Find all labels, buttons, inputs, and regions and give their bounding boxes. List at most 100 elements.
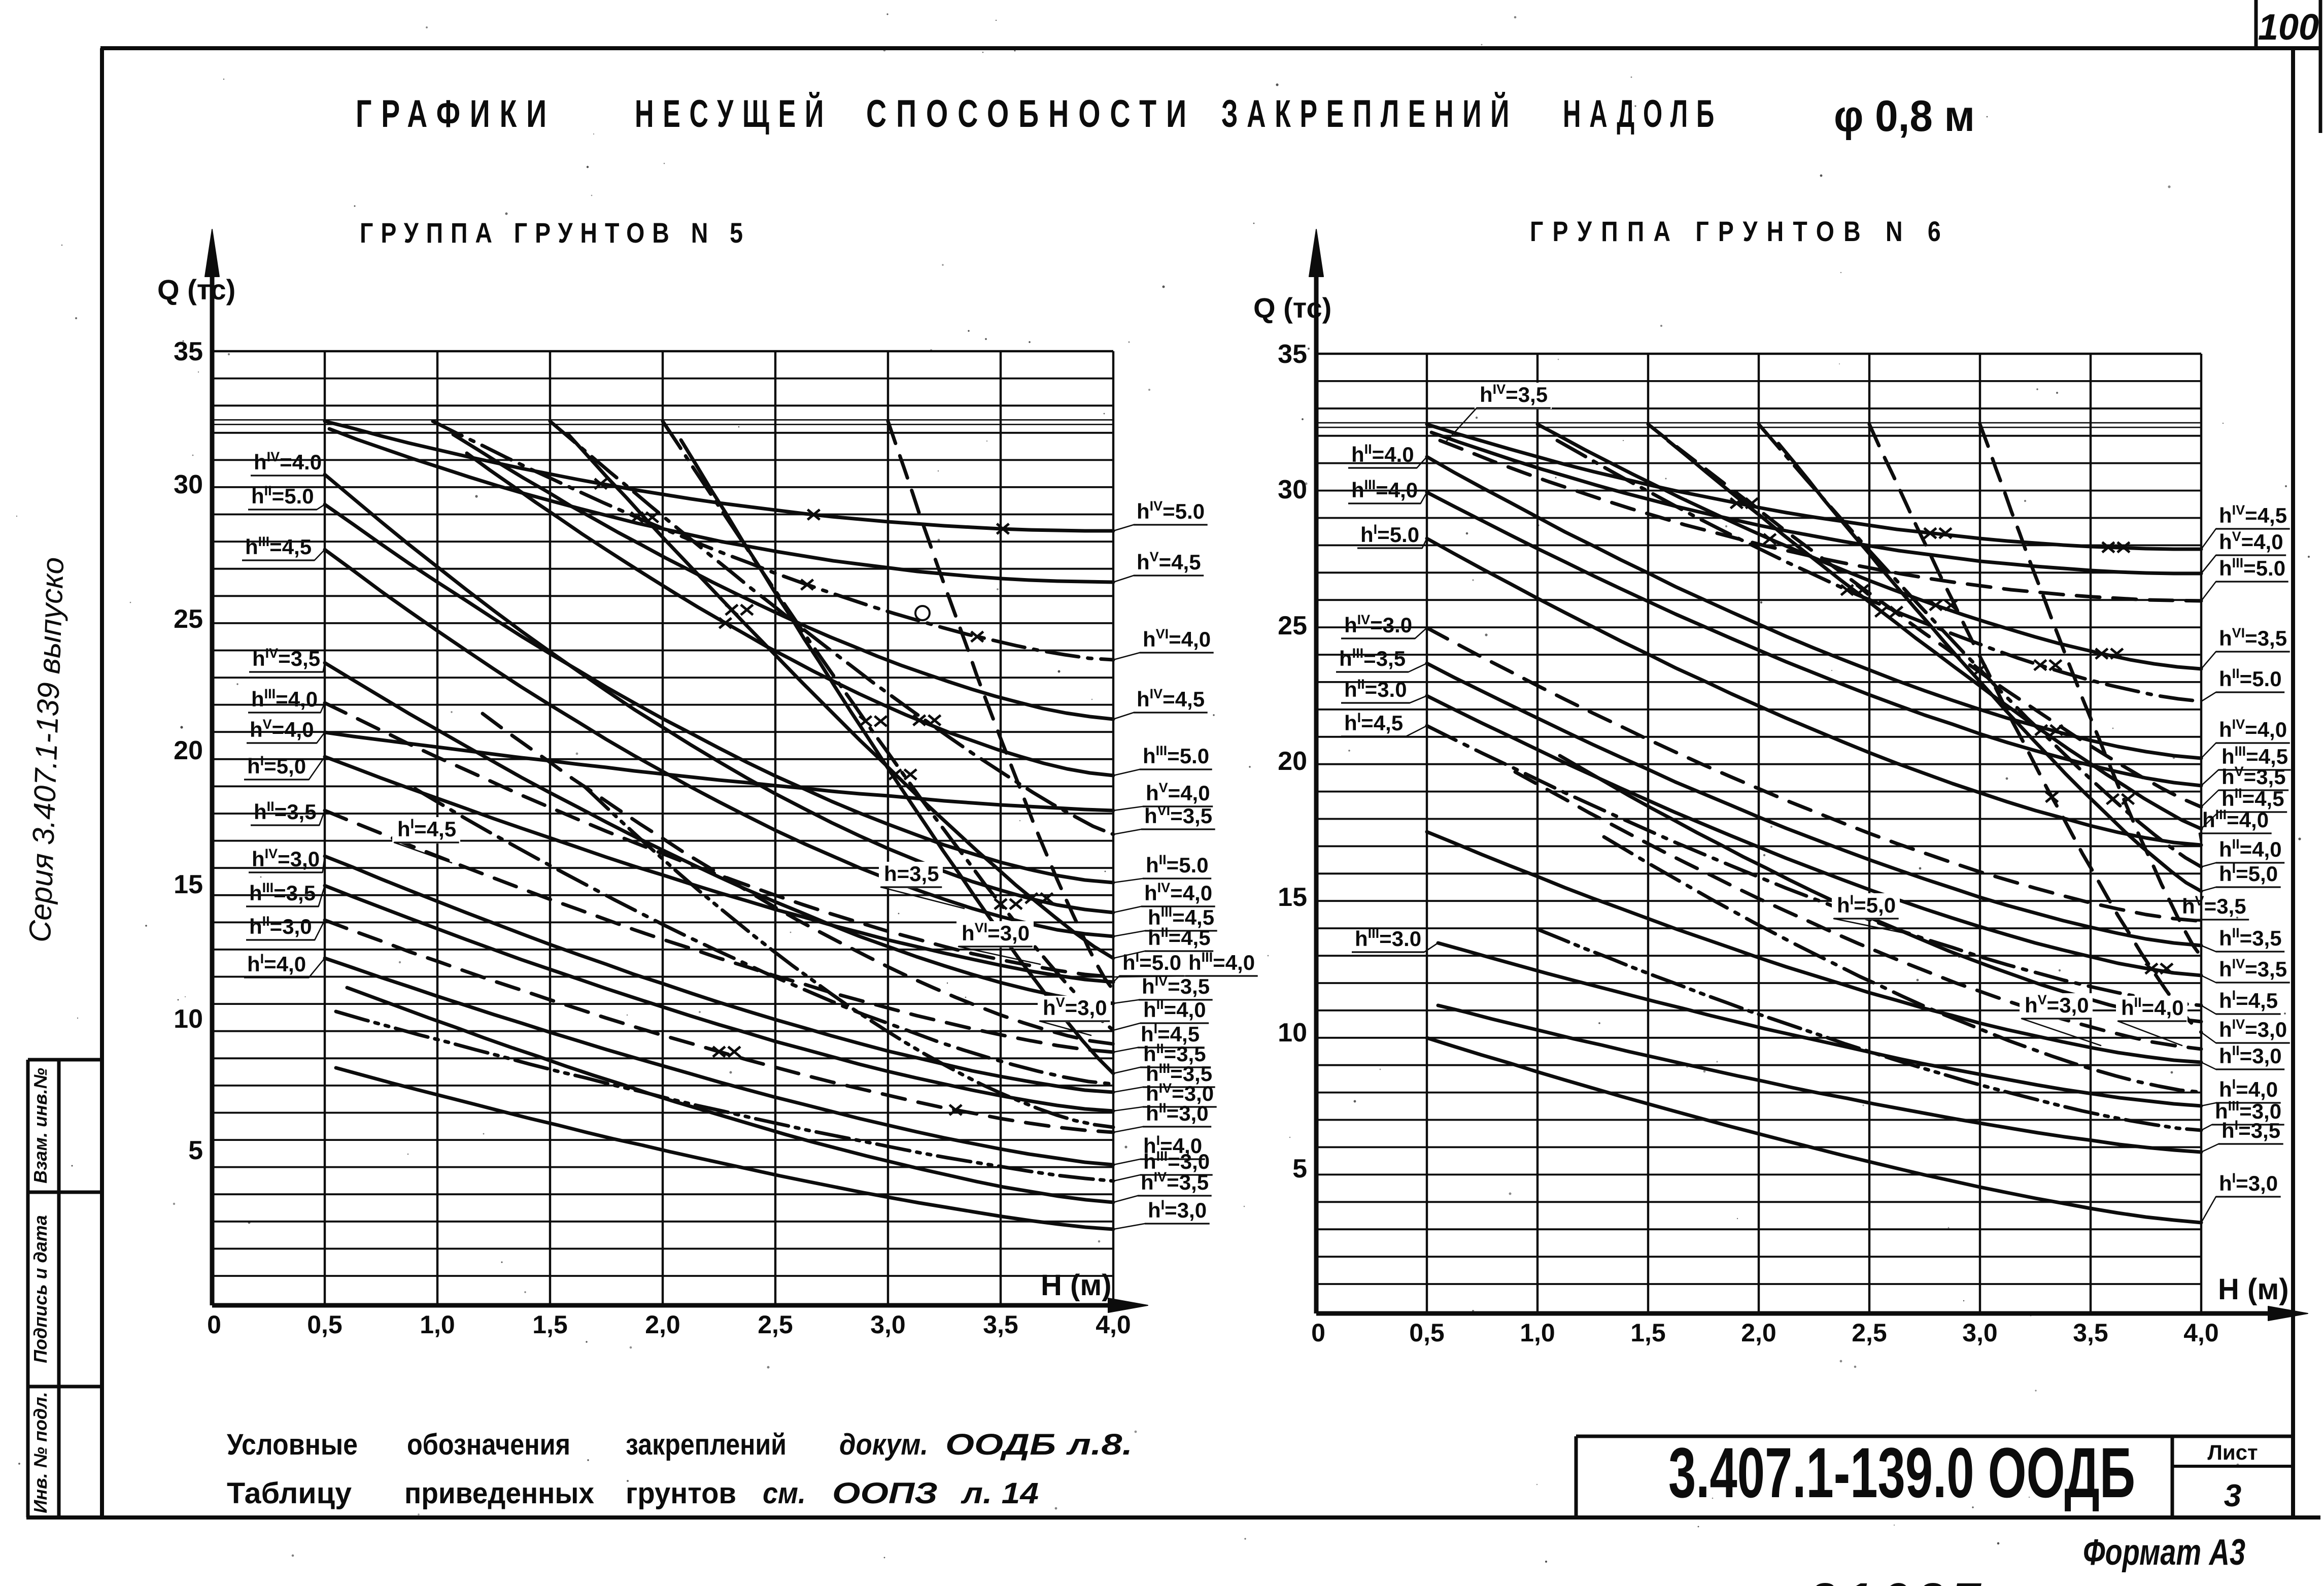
svg-text:hIV=3,5: hIV=3,5 bbox=[252, 646, 320, 670]
svg-text:hVI=3,5: hVI=3,5 bbox=[1144, 803, 1212, 828]
svg-text:hV=4,0: hV=4,0 bbox=[1146, 780, 1210, 805]
svg-text:hI=4,5: hI=4,5 bbox=[397, 816, 456, 841]
svg-text:φ 0,8 м: φ 0,8 м bbox=[1834, 92, 1975, 141]
svg-text:hII=3.0: hII=3.0 bbox=[1344, 677, 1407, 701]
svg-text:ГРУППА ГРУНТОВ N 6: ГРУППА ГРУНТОВ N 6 bbox=[1530, 215, 1950, 247]
svg-text:ООПЗ: ООПЗ bbox=[832, 1477, 938, 1510]
svg-text:15: 15 bbox=[1278, 883, 1307, 912]
svg-text:hV=4,0: hV=4,0 bbox=[2219, 529, 2283, 554]
svg-text:21627: 21627 bbox=[1808, 1573, 1989, 1586]
svg-text:35: 35 bbox=[174, 337, 203, 366]
svg-text:hI=4,0: hI=4,0 bbox=[247, 951, 306, 976]
svg-text:hI=4,5: hI=4,5 bbox=[1141, 1021, 1200, 1046]
svg-text:Инв. № подл.: Инв. № подл. bbox=[30, 1392, 51, 1513]
svg-text:hII=3,0: hII=3,0 bbox=[2219, 1043, 2282, 1068]
svg-text:hII=3,5: hII=3,5 bbox=[1143, 1041, 1206, 1066]
svg-text:hIV=3,5: hIV=3,5 bbox=[2219, 956, 2287, 981]
svg-text:0: 0 bbox=[207, 1310, 221, 1339]
svg-text:1,0: 1,0 bbox=[1520, 1319, 1555, 1347]
svg-text:3,0: 3,0 bbox=[870, 1310, 906, 1339]
svg-text:hII=3,5: hII=3,5 bbox=[2219, 925, 2282, 950]
svg-text:Формат А3: Формат А3 bbox=[2083, 1532, 2245, 1573]
svg-text:hIV=3,0: hIV=3,0 bbox=[2219, 1017, 2287, 1041]
svg-text:см.: см. bbox=[763, 1477, 806, 1510]
svg-text:hV=3,5: hV=3,5 bbox=[2222, 764, 2286, 789]
svg-text:hII=4,0: hII=4,0 bbox=[1143, 997, 1206, 1022]
svg-text:hIII=4,0: hIII=4,0 bbox=[1351, 477, 1418, 502]
svg-text:20: 20 bbox=[174, 736, 203, 765]
svg-text:hI=5,0: hI=5,0 bbox=[2219, 861, 2278, 886]
svg-text:hII=3,0: hII=3,0 bbox=[249, 914, 312, 938]
svg-text:hII=4,0: hII=4,0 bbox=[2219, 836, 2282, 861]
svg-text:ООДБ: ООДБ bbox=[945, 1428, 1056, 1461]
svg-text:hIII=3.0: hIII=3.0 bbox=[1355, 926, 1421, 951]
svg-text:Таблицу: Таблицу bbox=[227, 1477, 352, 1510]
svg-text:ЗАКРЕПЛЕНИЙ: ЗАКРЕПЛЕНИЙ bbox=[1221, 92, 1518, 136]
svg-text:4,0: 4,0 bbox=[2183, 1319, 2219, 1347]
svg-text:1,5: 1,5 bbox=[1630, 1319, 1666, 1347]
svg-text:hIV=3,0: hIV=3,0 bbox=[252, 846, 320, 871]
svg-text:1,5: 1,5 bbox=[532, 1310, 568, 1339]
svg-text:hVI=3,0: hVI=3,0 bbox=[962, 920, 1030, 945]
svg-text:hI=3,5: hI=3,5 bbox=[2222, 1118, 2280, 1142]
svg-text:hI=5,0: hI=5,0 bbox=[1837, 892, 1896, 917]
svg-text:hIII=5.0: hIII=5.0 bbox=[2219, 555, 2285, 580]
svg-text:10: 10 bbox=[174, 1004, 203, 1034]
svg-text:НАДОЛБ: НАДОЛБ bbox=[1563, 92, 1723, 136]
svg-text:hV=3,0: hV=3,0 bbox=[2025, 992, 2089, 1017]
svg-text:1,0: 1,0 bbox=[420, 1310, 455, 1339]
svg-text:hIII=3,0: hIII=3,0 bbox=[2215, 1098, 2281, 1123]
svg-text:hI=3,0: hI=3,0 bbox=[1148, 1197, 1207, 1222]
svg-text:hVI=4,0: hVI=4,0 bbox=[1143, 626, 1211, 651]
svg-text:hIII=4,5: hIII=4,5 bbox=[245, 534, 312, 559]
svg-text:5: 5 bbox=[188, 1136, 203, 1165]
svg-text:обозначения: обозначения bbox=[407, 1428, 570, 1461]
svg-text:hII=3,0: hII=3,0 bbox=[1146, 1100, 1209, 1125]
svg-text:hII=5.0: hII=5.0 bbox=[251, 483, 314, 508]
svg-text:hV=3,0: hV=3,0 bbox=[1043, 995, 1107, 1020]
svg-text:hII=4,5: hII=4,5 bbox=[2222, 786, 2284, 811]
svg-text:ГРУППА ГРУНТОВ N 5: ГРУППА ГРУНТОВ N 5 bbox=[360, 217, 750, 249]
svg-text:л. 14: л. 14 bbox=[961, 1477, 1039, 1510]
svg-text:15: 15 bbox=[174, 870, 203, 899]
svg-text:3: 3 bbox=[2224, 1478, 2241, 1513]
svg-text:докум.: докум. bbox=[839, 1428, 928, 1461]
svg-text:Условные: Условные bbox=[227, 1428, 358, 1461]
svg-text:hIII=4,0: hIII=4,0 bbox=[251, 686, 318, 711]
svg-text:hI=5.0: hI=5.0 bbox=[1122, 950, 1181, 974]
svg-text:Лист: Лист bbox=[2207, 1440, 2258, 1464]
svg-text:10: 10 bbox=[1278, 1018, 1307, 1048]
svg-text:hI=4,5: hI=4,5 bbox=[1344, 710, 1403, 735]
svg-text:hV=4,5: hV=4,5 bbox=[1137, 549, 1201, 574]
svg-text:hIV=5.0: hIV=5.0 bbox=[1137, 498, 1205, 523]
svg-text:hIII=4,5: hIII=4,5 bbox=[2222, 744, 2288, 768]
svg-text:0,5: 0,5 bbox=[307, 1310, 343, 1339]
svg-text:30: 30 bbox=[174, 470, 203, 499]
svg-text:СПОСОБНОСТИ: СПОСОБНОСТИ bbox=[866, 92, 1196, 136]
svg-text:hI=4,5: hI=4,5 bbox=[2219, 988, 2278, 1013]
svg-text:hV=4,0: hV=4,0 bbox=[250, 717, 314, 741]
svg-text:20: 20 bbox=[1278, 747, 1307, 776]
svg-text:25: 25 bbox=[1278, 611, 1307, 640]
svg-text:Q (тс): Q (тс) bbox=[157, 274, 235, 306]
svg-text:0,5: 0,5 bbox=[1409, 1319, 1445, 1347]
svg-text:hIV=3.0: hIV=3.0 bbox=[1344, 612, 1412, 637]
svg-text:3,5: 3,5 bbox=[983, 1310, 1018, 1339]
svg-text:hI=3,0: hI=3,0 bbox=[2219, 1170, 2278, 1195]
svg-text:100: 100 bbox=[2258, 7, 2319, 48]
svg-text:2,5: 2,5 bbox=[1852, 1319, 1887, 1347]
svg-text:hI=5.0: hI=5.0 bbox=[1360, 522, 1419, 547]
svg-text:hIV=4,5: hIV=4,5 bbox=[1137, 686, 1205, 711]
svg-text:hIV=4,0: hIV=4,0 bbox=[1144, 880, 1212, 905]
svg-text:3.407.1-139.0 ООДБ: 3.407.1-139.0 ООДБ bbox=[1668, 1433, 2135, 1512]
svg-text:35: 35 bbox=[1278, 340, 1307, 369]
svg-text:hIV=4,5: hIV=4,5 bbox=[2219, 502, 2287, 527]
svg-text:2,0: 2,0 bbox=[1741, 1319, 1776, 1347]
svg-text:25: 25 bbox=[174, 604, 203, 634]
svg-text:H (м): H (м) bbox=[2218, 1273, 2289, 1306]
svg-text:h=3,5: h=3,5 bbox=[884, 862, 939, 886]
svg-text:hIV=3,5: hIV=3,5 bbox=[1141, 1169, 1209, 1194]
svg-text:hIII=3,5: hIII=3,5 bbox=[1146, 1061, 1212, 1086]
svg-text:3,0: 3,0 bbox=[1962, 1319, 1998, 1347]
svg-text:hI=4,0: hI=4,0 bbox=[1143, 1133, 1202, 1158]
